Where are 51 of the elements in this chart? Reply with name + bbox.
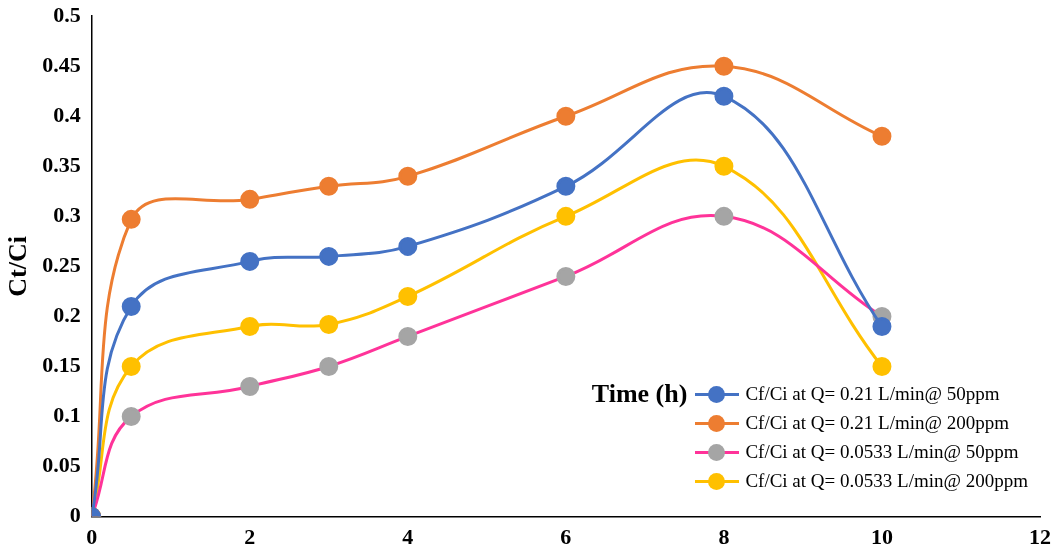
point xyxy=(714,86,734,106)
y-axis-title: Ct/Ci xyxy=(3,236,33,297)
x-tick-label: 6 xyxy=(560,524,572,550)
y-tick-label: 0.05 xyxy=(42,452,81,478)
y-tick-label: 0.1 xyxy=(53,402,81,428)
point xyxy=(714,156,734,176)
x-tick-label: 8 xyxy=(718,524,730,550)
point xyxy=(121,407,141,427)
point xyxy=(556,106,576,126)
x-tick-label: 0 xyxy=(86,524,98,550)
point xyxy=(121,356,141,376)
y-tick-label: 0.15 xyxy=(42,352,81,378)
point xyxy=(398,166,418,186)
point xyxy=(240,316,260,336)
point xyxy=(556,176,576,196)
point xyxy=(398,236,418,256)
point xyxy=(872,126,892,146)
y-tick-label: 0.4 xyxy=(53,101,81,127)
legend-label: Cf/Ci at Q= 0.0533 L/min@ 200ppm xyxy=(745,469,1028,492)
point xyxy=(240,189,260,209)
point xyxy=(872,316,892,336)
point xyxy=(398,286,418,306)
y-tick-label: 0.35 xyxy=(42,152,81,178)
y-tick-label: 0.5 xyxy=(53,1,81,27)
legend-label: Cf/Ci at Q= 0.21 L/min@ 200ppm xyxy=(745,411,1009,434)
point xyxy=(121,296,141,316)
point xyxy=(714,56,734,76)
point xyxy=(872,356,892,376)
y-tick-label: 0.45 xyxy=(42,51,81,77)
point xyxy=(121,209,141,229)
y-tick-label: 0 xyxy=(69,502,81,528)
point xyxy=(319,314,339,334)
y-tick-label: 0.2 xyxy=(53,302,81,328)
legend-label: Cf/Ci at Q= 0.21 L/min@ 50ppm xyxy=(745,382,1000,405)
x-tick-label: 10 xyxy=(870,524,893,550)
point xyxy=(556,206,576,226)
point xyxy=(319,246,339,266)
y-tick-label: 0.25 xyxy=(42,252,81,278)
point xyxy=(398,326,418,346)
x-axis-title: Time (h) xyxy=(591,379,688,409)
point xyxy=(319,356,339,376)
point xyxy=(714,206,734,226)
legend-label: Cf/Ci at Q= 0.0533 L/min@ 50ppm xyxy=(745,440,1019,463)
point xyxy=(319,176,339,196)
point xyxy=(240,251,260,271)
point xyxy=(556,266,576,286)
point xyxy=(240,377,260,396)
x-tick-label: 4 xyxy=(402,524,414,550)
y-tick-label: 0.3 xyxy=(53,202,81,228)
x-tick-label: 12 xyxy=(1029,524,1051,550)
x-tick-label: 2 xyxy=(244,524,256,550)
